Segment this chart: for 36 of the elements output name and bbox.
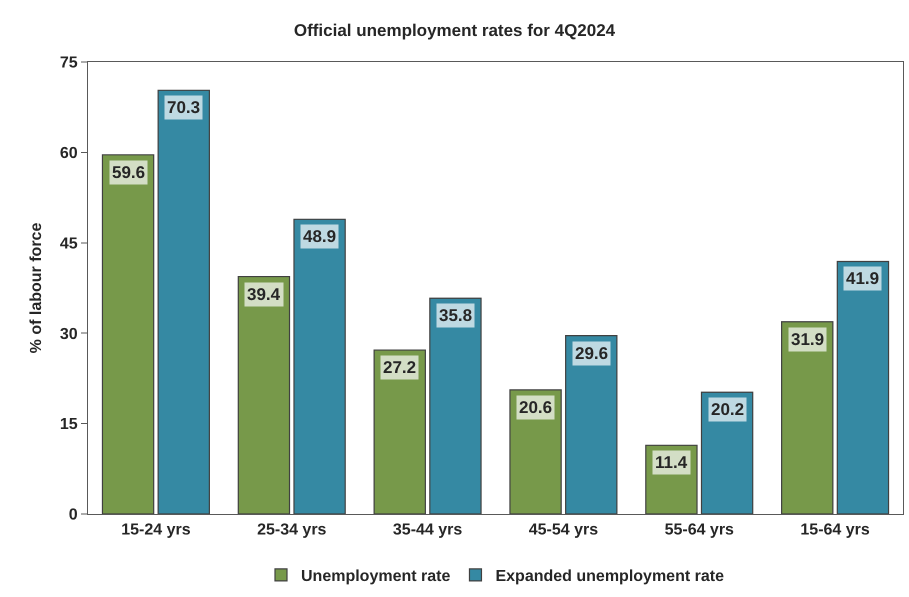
y-tick-label: 60	[60, 145, 78, 162]
data-label: 59.6	[112, 163, 146, 182]
data-label: 27.2	[383, 358, 416, 377]
legend-label: Expanded unemployment rate	[495, 568, 724, 586]
y-tick-label: 30	[60, 326, 78, 343]
x-tick-label: 15-24 yrs	[121, 521, 191, 538]
bar	[374, 349, 426, 514]
bar	[836, 260, 890, 514]
data-label: 20.6	[519, 398, 552, 417]
y-tick-label: 75	[60, 54, 78, 72]
bar	[293, 218, 346, 514]
chart-title: Official unemployment rates for 4Q2024	[294, 20, 616, 40]
x-tick-label: 15-64 yrs	[800, 521, 870, 538]
bar	[102, 154, 154, 514]
y-tick-label: 45	[60, 235, 78, 252]
data-label: 11.4	[655, 453, 688, 472]
y-tick-label: 15	[60, 416, 78, 434]
x-tick-label: 45-54 yrs	[528, 521, 598, 538]
data-label: 29.6	[575, 344, 608, 363]
data-label: 70.3	[167, 98, 200, 117]
data-label: 41.9	[846, 269, 880, 288]
x-tick-label: 55-64 yrs	[664, 521, 734, 538]
x-tick-label: 35-44 yrs	[392, 521, 462, 538]
bar	[781, 321, 834, 514]
data-label: 31.9	[791, 330, 824, 349]
data-label: 35.8	[439, 306, 472, 325]
data-label: 39.4	[247, 285, 281, 304]
bar	[158, 90, 210, 514]
bar	[429, 298, 482, 514]
data-label: 48.9	[303, 227, 336, 246]
y-tick-label: 0	[68, 506, 78, 524]
legend-label: Unemployment rate	[301, 568, 450, 586]
y-axis-title: % of labour force	[28, 222, 45, 354]
bar	[238, 276, 290, 514]
x-tick-label: 25-34 yrs	[257, 521, 327, 538]
data-label: 20.2	[711, 400, 744, 419]
